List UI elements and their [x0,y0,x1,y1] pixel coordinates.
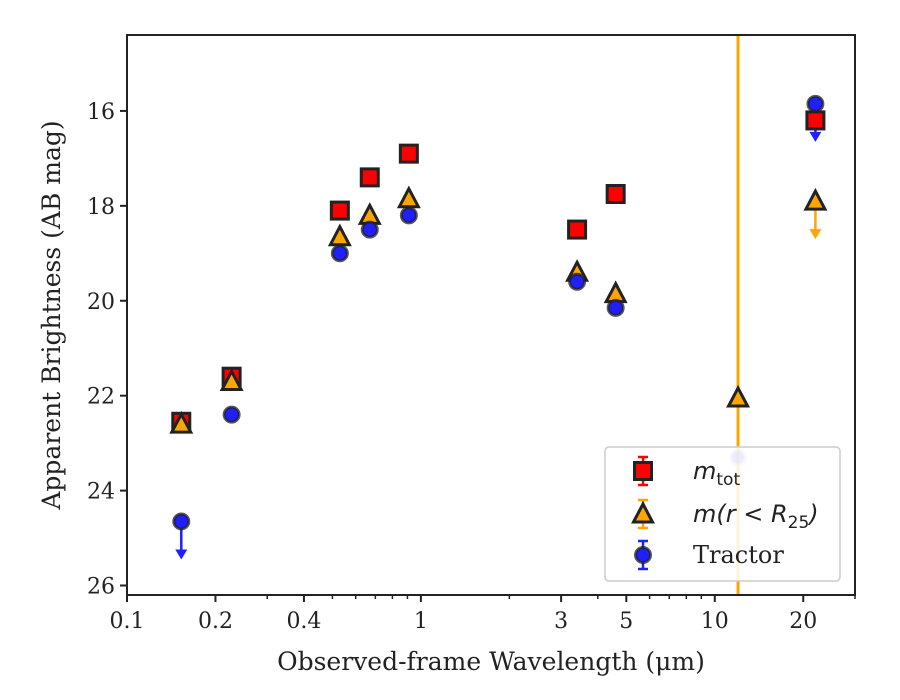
tractor-point-4 [399,206,418,225]
legend: mtot m(r < R25) Tractor [604,446,841,582]
x-tick-label-1: 0.2 [198,609,233,634]
legend-mr25-marker [631,500,655,524]
legend-mtot-label: mtot [693,457,740,490]
x-tick-label-4: 3 [554,609,568,634]
tractor-point-1 [222,405,241,424]
mtot-point-3 [359,167,380,188]
tractor-point-0 [172,512,191,531]
y-tick-label-0: 16 [87,100,115,125]
plot-frame [126,34,856,596]
mtot-point-7 [805,110,826,131]
mr25-point-0 [169,410,194,434]
x-tick-label-0: 0.1 [110,609,145,634]
x-tick-label-5: 5 [619,609,633,634]
tractor-point-3 [360,220,379,239]
x-tick-label-2: 0.4 [286,609,321,634]
mtot-point-5 [567,219,588,240]
mtot-point-2 [329,200,350,221]
legend-mr25-label: m(r < R25) [693,500,819,533]
x-axis-label: Observed-frame Wavelength (μm) [277,647,705,676]
mtot-point-6 [605,183,626,204]
mr25-upper-limit-8-arrowhead [809,229,822,240]
x-tick-label-6: 10 [701,609,729,634]
tractor-point-5 [568,272,587,291]
y-axis-label: Apparent Brightness (AB mag) [37,120,66,510]
legend-tractor-marker [634,546,652,564]
x-tick-label-7: 20 [789,609,817,634]
mr25-point-7 [726,384,751,408]
mr25-point-1 [219,368,244,391]
y-tick-label-5: 26 [87,575,115,600]
tractor-upper-limit-8-arrowhead [809,131,822,142]
y-tick-label-3: 22 [87,385,115,410]
mr25-point-4 [396,185,421,209]
tractor-upper-limit-0-arrowhead [175,549,188,560]
tractor-point-6 [606,298,625,317]
legend-tractor-label: Tractor [693,541,784,569]
y-tick-label-2: 20 [87,290,115,315]
mr25-point-8 [803,187,828,211]
mr25-point-2 [327,223,352,247]
tractor-point-8 [806,94,825,113]
legend-box [604,446,841,582]
axes: 16 18 20 22 24 26 0.1 0.2 0.4 1 3 5 10 20 [87,34,856,634]
y-tick-label-4: 24 [87,480,115,505]
mtot-point-4 [398,143,419,164]
x-tick-label-3: 1 [414,609,428,634]
legend-mtot-marker [633,461,653,481]
y-tick-label-1: 18 [87,195,115,220]
tractor-point-2 [330,244,349,263]
